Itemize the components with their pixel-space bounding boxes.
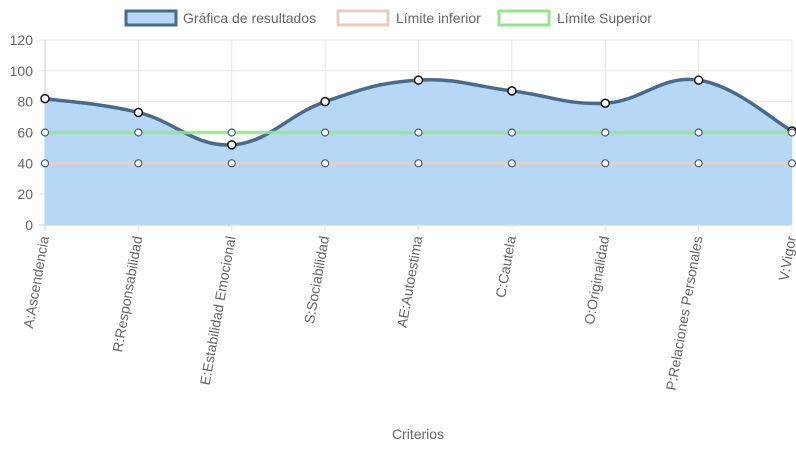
x-axis-title: Criterios	[392, 426, 444, 442]
data-point[interactable]	[694, 159, 703, 168]
series-results	[40, 75, 796, 225]
data-point[interactable]	[227, 128, 236, 137]
x-tick-label: V:Vigor	[775, 234, 796, 282]
data-point[interactable]	[134, 128, 143, 137]
y-tick-label: 60	[17, 125, 33, 141]
data-point[interactable]	[693, 75, 704, 85]
x-tick-label: O:Originalidad	[581, 235, 612, 326]
data-point[interactable]	[40, 159, 50, 168]
x-tick-label: AE:Autoestima	[394, 235, 426, 329]
data-point[interactable]	[227, 140, 237, 150]
legend-label: Límite Superior	[557, 10, 652, 26]
data-point[interactable]	[321, 159, 330, 168]
series-area	[45, 79, 792, 225]
y-tick-label: 80	[17, 94, 33, 110]
series-upper-limit	[40, 128, 796, 137]
data-point[interactable]	[133, 107, 144, 118]
legend-label: Gráfica de resultados	[183, 10, 316, 26]
legend-item-upper-limit[interactable]: Límite Superior	[497, 9, 652, 27]
y-tick-label: 0	[25, 217, 33, 233]
data-point[interactable]	[40, 93, 50, 104]
y-tick-label: 40	[17, 155, 33, 171]
data-point[interactable]	[507, 86, 517, 96]
x-tick-label: A:Ascendencia	[20, 235, 52, 330]
series-lower-limit	[40, 159, 796, 168]
data-point[interactable]	[134, 159, 143, 168]
data-point[interactable]	[601, 159, 610, 168]
legend-swatch	[336, 9, 390, 27]
data-point[interactable]	[601, 128, 610, 137]
data-point[interactable]	[414, 128, 423, 137]
data-point[interactable]	[694, 128, 703, 137]
data-point[interactable]	[227, 159, 236, 168]
data-point[interactable]	[414, 159, 423, 168]
legend-item-lower-limit[interactable]: Límite inferior	[336, 9, 481, 27]
y-tick-label: 120	[10, 32, 34, 48]
legend-swatch	[497, 9, 551, 27]
legend-item-results[interactable]: Gráfica de resultados	[124, 9, 316, 27]
data-point[interactable]	[507, 159, 516, 168]
data-point[interactable]	[787, 159, 796, 168]
y-tick-label: 20	[17, 186, 33, 202]
data-point[interactable]	[507, 128, 516, 137]
data-point[interactable]	[787, 128, 796, 137]
series-layer	[40, 75, 796, 225]
x-tick-label: S:Sociabilidad	[301, 235, 332, 325]
x-tick-label: P:Relaciones Personales	[663, 235, 706, 392]
data-point[interactable]	[413, 75, 424, 85]
legend: Gráfica de resultados Límite inferior Lími…	[124, 9, 652, 27]
x-tick-label: C:Cautela	[492, 235, 519, 299]
y-tick-label: 100	[10, 63, 34, 79]
x-axis: A:Ascendencia R:Responsabilidad E:Estabili…	[20, 234, 796, 391]
legend-swatch	[124, 9, 178, 27]
x-tick-label: R:Responsabilidad	[109, 235, 145, 354]
data-point[interactable]	[320, 96, 330, 107]
data-point[interactable]	[40, 128, 50, 137]
legend-label: Límite inferior	[396, 10, 481, 26]
x-tick-label: E:Estabilidad Emocional	[197, 235, 239, 386]
y-axis: 0 20 40 60 80 100 120	[10, 32, 34, 233]
data-point[interactable]	[321, 128, 330, 137]
data-point[interactable]	[600, 98, 610, 108]
